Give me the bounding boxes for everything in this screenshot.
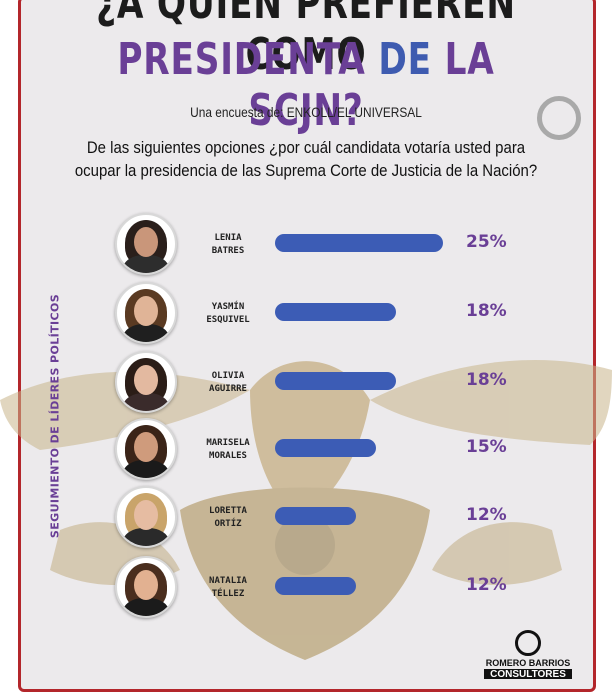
value-label: 25% (466, 232, 507, 252)
candidate-name-line: ESQUIVEL (206, 315, 250, 325)
candidate-name-line: OLIVIA (211, 371, 245, 381)
value-bar (275, 234, 443, 252)
value-bar (275, 372, 396, 390)
candidate-name-line: MARISELA (206, 438, 250, 448)
candidate-name-line: AGUIRRE (209, 384, 247, 394)
candidate-name-line: YASMÍN (211, 302, 245, 312)
question-line-1: De las siguientes opciones ¿por cuál can… (86, 138, 526, 157)
candidate-name-line: ORTÍZ (214, 519, 242, 529)
candidate-row: YASMÍN ESQUIVEL 18% (0, 282, 612, 348)
candidate-photo (115, 351, 177, 413)
candidate-photo (115, 282, 177, 344)
candidate-name: LORETTA ORTÍZ (198, 505, 258, 531)
title-line-1: ¿A QUIÉN PREFIEREN COMO (96, 0, 516, 80)
value-label: 15% (466, 437, 507, 457)
candidate-name-line: NATALIA (209, 576, 247, 586)
question-line-2: ocupar la presidencia de las Suprema Cor… (74, 161, 538, 180)
value-label: 12% (466, 575, 507, 595)
value-label: 18% (466, 301, 507, 321)
ring-logo-icon (537, 96, 581, 140)
title-line-2-c: LA SCJN? (248, 34, 495, 136)
candidate-name-line: LENIA (214, 233, 242, 243)
candidate-row: NATALIA TÉLLEZ 12% (0, 556, 612, 622)
candidate-name: MARISELA MORALES (198, 437, 258, 463)
candidate-row: MARISELA MORALES 15% (0, 418, 612, 484)
value-label: 18% (466, 370, 507, 390)
consultancy-logo: ROMERO BARRIOS CONSULTORES (484, 630, 572, 679)
candidate-name-line: BATRES (211, 246, 245, 256)
candidate-name-line: MORALES (209, 451, 247, 461)
candidate-photo (115, 486, 177, 548)
candidate-photo (115, 556, 177, 618)
logo-circle-icon (515, 630, 541, 656)
survey-question: De las siguientes opciones ¿por cuál can… (54, 136, 557, 182)
candidate-row: LORETTA ORTÍZ 12% (0, 486, 612, 552)
logo-line-2: CONSULTORES (484, 669, 572, 679)
candidate-row: LENIA BATRES 25% (0, 213, 612, 279)
candidate-photo (115, 418, 177, 480)
candidate-row: OLIVIA AGUIRRE 18% (0, 351, 612, 417)
value-bar (275, 303, 396, 321)
candidate-name: YASMÍN ESQUIVEL (198, 301, 258, 327)
logo-line-1: ROMERO BARRIOS (485, 658, 571, 668)
value-bar (275, 577, 356, 595)
candidate-name: LENIA BATRES (198, 232, 258, 258)
candidate-photo (115, 213, 177, 275)
value-bar (275, 439, 376, 457)
title-line-2-a: PRESIDENTA (117, 34, 379, 85)
survey-source: Una encuesta de: ENKOLL/EL UNIVERSAL (190, 104, 422, 120)
candidate-name: OLIVIA AGUIRRE (198, 370, 258, 396)
value-bar (275, 507, 356, 525)
candidate-name: NATALIA TÉLLEZ (198, 575, 258, 601)
title-line-2-b: DE (378, 34, 432, 85)
candidate-name-line: TÉLLEZ (211, 589, 245, 599)
candidate-name-line: LORETTA (209, 506, 247, 516)
value-label: 12% (466, 505, 507, 525)
title-line-2: PRESIDENTA DE LA SCJN? (67, 34, 544, 136)
